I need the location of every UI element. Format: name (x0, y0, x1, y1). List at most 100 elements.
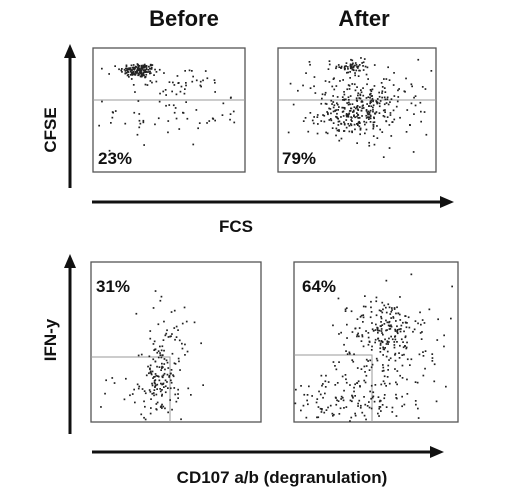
data-point (331, 85, 334, 88)
data-point (360, 57, 362, 59)
data-point (332, 122, 335, 124)
data-point (159, 299, 162, 302)
data-point (351, 331, 354, 333)
data-point (377, 412, 379, 415)
data-point (137, 74, 139, 77)
data-point (391, 411, 394, 413)
data-point (369, 93, 371, 96)
data-point (428, 308, 431, 311)
data-point (370, 101, 372, 104)
data-point (353, 64, 356, 67)
data-point (357, 92, 360, 95)
data-point (157, 323, 160, 326)
data-point (164, 334, 167, 337)
data-point (350, 124, 353, 127)
annotation-64-percent: 64% (302, 277, 336, 296)
data-point (163, 363, 166, 365)
data-point (382, 366, 385, 369)
data-point (357, 109, 360, 111)
data-point (327, 68, 330, 70)
data-point (192, 75, 194, 78)
data-point (385, 355, 388, 358)
data-point (184, 88, 186, 90)
data-point (302, 120, 305, 122)
data-point (400, 324, 403, 327)
data-point (398, 313, 401, 316)
data-point (351, 63, 354, 66)
data-point (135, 72, 137, 75)
data-point (396, 341, 398, 343)
data-point (232, 110, 235, 113)
data-point (144, 76, 146, 79)
data-point (173, 111, 176, 114)
panel-after-cfse: 79% (277, 47, 437, 173)
data-point (374, 338, 377, 341)
data-point (396, 383, 398, 386)
data-point (368, 113, 371, 115)
data-point (354, 327, 357, 330)
data-point (389, 357, 392, 360)
data-point (380, 410, 382, 412)
data-point (406, 378, 408, 381)
data-point (353, 114, 355, 117)
data-point (387, 103, 390, 106)
data-point (391, 406, 394, 409)
data-point (385, 343, 388, 345)
data-point (340, 398, 342, 400)
data-point (356, 123, 358, 125)
data-point (383, 304, 386, 307)
data-point (375, 296, 378, 299)
data-point (389, 112, 392, 114)
data-point (161, 367, 163, 369)
data-point (125, 65, 128, 68)
data-point (184, 343, 186, 346)
data-point (394, 328, 396, 331)
data-point (133, 388, 135, 391)
data-point (338, 66, 341, 68)
data-point (380, 82, 383, 84)
data-point (181, 342, 183, 345)
data-point (378, 309, 381, 312)
data-point (385, 329, 387, 332)
data-point (393, 344, 396, 346)
data-point (340, 116, 342, 118)
data-point (148, 389, 151, 391)
data-point (369, 117, 372, 120)
data-point (358, 327, 361, 329)
data-point (170, 335, 172, 338)
data-point (142, 66, 144, 69)
data-point (163, 372, 166, 375)
data-point (362, 65, 364, 67)
data-point (191, 80, 194, 83)
data-point (335, 109, 338, 111)
data-point (361, 411, 364, 414)
data-point (133, 72, 135, 75)
data-point (324, 386, 327, 388)
data-point (149, 72, 151, 75)
data-point (165, 332, 168, 335)
data-point (372, 125, 375, 128)
data-point (359, 316, 362, 318)
panel-after-ifn: 64% (293, 261, 459, 423)
data-point (359, 133, 361, 136)
data-point (358, 117, 361, 119)
data-point (287, 131, 290, 134)
data-point (388, 359, 390, 361)
data-point (177, 388, 179, 391)
data-point (358, 399, 361, 402)
data-point (141, 73, 144, 75)
data-point (171, 408, 173, 411)
data-point (393, 118, 396, 121)
data-point (364, 65, 367, 68)
data-point (153, 340, 156, 343)
data-point (391, 338, 394, 341)
data-point (222, 102, 225, 105)
data-point (414, 381, 417, 383)
data-point (132, 64, 135, 66)
data-point (322, 396, 324, 399)
data-point (365, 374, 368, 377)
data-point (328, 81, 331, 83)
data-point (200, 85, 202, 88)
data-point (351, 395, 354, 398)
data-point (336, 112, 338, 115)
